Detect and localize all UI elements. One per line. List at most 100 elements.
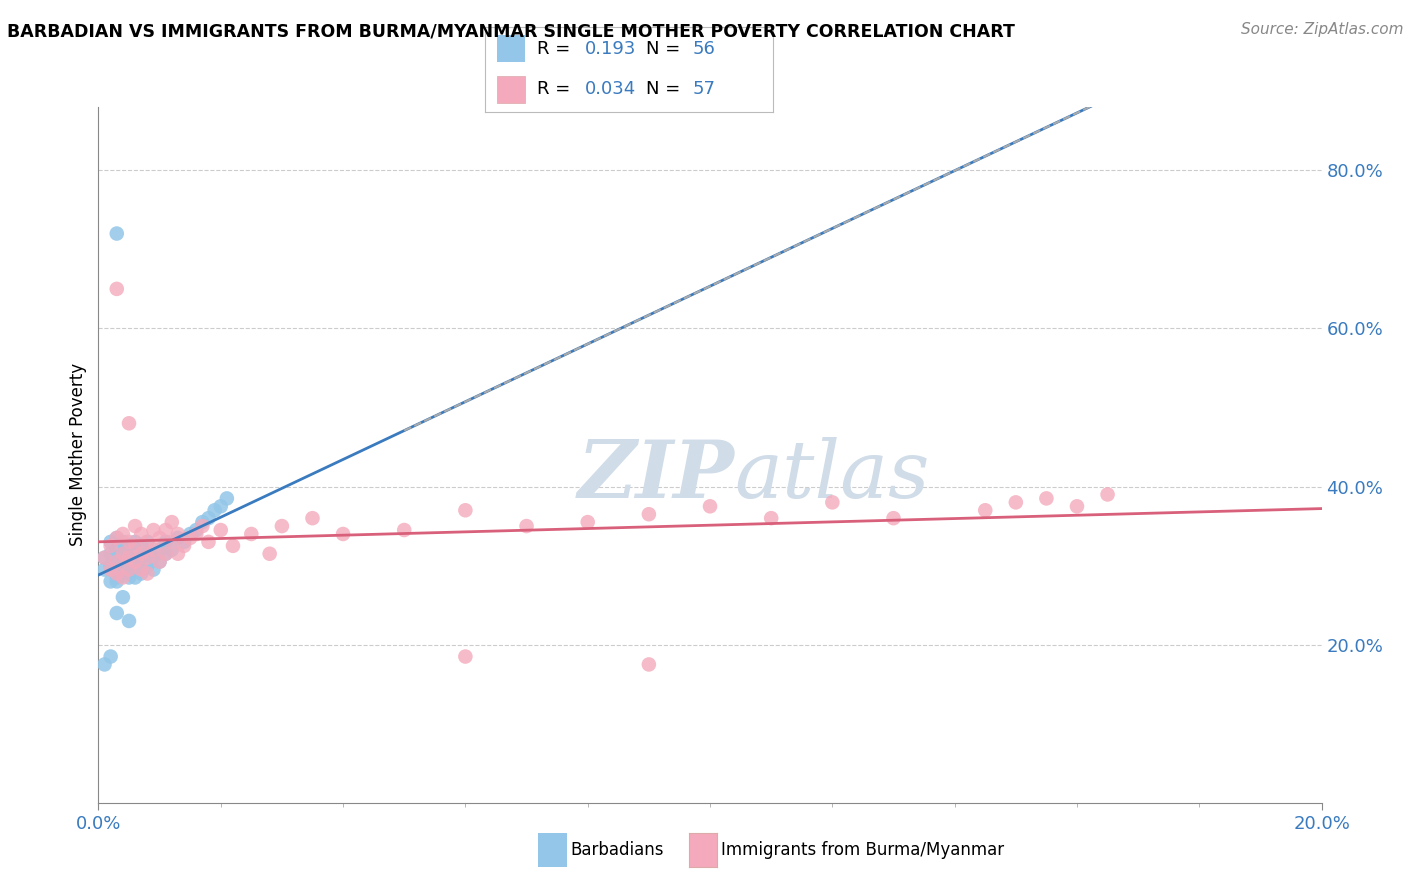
Text: BARBADIAN VS IMMIGRANTS FROM BURMA/MYANMAR SINGLE MOTHER POVERTY CORRELATION CHA: BARBADIAN VS IMMIGRANTS FROM BURMA/MYANM…	[7, 22, 1015, 40]
Point	[186, 523, 208, 537]
Point	[149, 542, 172, 557]
Point	[118, 550, 141, 565]
Bar	[496, 76, 526, 103]
Y-axis label: Single Mother Poverty: Single Mother Poverty	[69, 363, 87, 547]
Point	[637, 657, 661, 672]
Point	[974, 503, 997, 517]
Point	[124, 555, 146, 569]
Point	[209, 523, 232, 537]
Point	[129, 547, 152, 561]
Point	[155, 534, 177, 549]
Point	[129, 563, 152, 577]
Point	[111, 534, 134, 549]
Text: 0.193: 0.193	[585, 40, 636, 58]
Point	[142, 563, 165, 577]
Point	[179, 527, 201, 541]
Point	[191, 519, 214, 533]
Point	[160, 515, 183, 529]
Point	[100, 534, 122, 549]
Point	[124, 570, 146, 584]
Point	[204, 503, 226, 517]
Point	[118, 550, 141, 565]
Point	[100, 558, 122, 573]
Point	[111, 591, 134, 605]
Point	[124, 563, 146, 577]
Point	[167, 531, 190, 545]
Point	[149, 531, 172, 545]
Point	[1066, 500, 1088, 514]
Point	[129, 566, 152, 581]
Point	[118, 417, 141, 431]
Point	[129, 539, 152, 553]
Point	[576, 515, 599, 529]
Point	[118, 558, 141, 573]
Point	[100, 539, 122, 553]
Point	[215, 491, 238, 506]
Point	[160, 534, 183, 549]
Point	[111, 547, 134, 561]
Point	[105, 531, 128, 545]
Point	[155, 523, 177, 537]
Point	[105, 282, 128, 296]
Point	[111, 563, 134, 577]
Text: Source: ZipAtlas.com: Source: ZipAtlas.com	[1240, 22, 1403, 37]
Point	[699, 500, 721, 514]
Point	[111, 547, 134, 561]
Point	[191, 515, 214, 529]
Point	[142, 523, 165, 537]
Point	[136, 566, 159, 581]
Point	[93, 563, 115, 577]
Text: N =: N =	[647, 80, 686, 98]
Point	[93, 550, 115, 565]
Point	[124, 519, 146, 533]
Text: 0.034: 0.034	[585, 80, 636, 98]
Point	[637, 507, 661, 521]
Point	[124, 547, 146, 561]
Text: R =: R =	[537, 80, 576, 98]
Bar	[496, 36, 526, 62]
Point	[173, 539, 195, 553]
Point	[142, 542, 165, 557]
Point	[136, 547, 159, 561]
Text: Immigrants from Burma/Myanmar: Immigrants from Burma/Myanmar	[721, 841, 1004, 859]
Point	[883, 511, 905, 525]
Point	[160, 542, 183, 557]
Point	[100, 563, 122, 577]
Point	[118, 570, 141, 584]
Text: ZIP: ZIP	[578, 437, 734, 515]
Text: atlas: atlas	[734, 437, 929, 515]
Point	[118, 539, 141, 553]
Point	[100, 547, 122, 561]
Point	[392, 523, 416, 537]
Point	[129, 563, 152, 577]
Point	[105, 606, 128, 620]
Point	[1004, 495, 1026, 509]
Point	[105, 227, 128, 241]
Point	[142, 550, 165, 565]
Point	[136, 558, 159, 573]
Point	[149, 555, 172, 569]
Point	[111, 527, 134, 541]
Text: 57: 57	[693, 80, 716, 98]
Point	[167, 547, 190, 561]
Point	[179, 531, 201, 545]
Point	[105, 574, 128, 589]
Point	[100, 649, 122, 664]
Point	[454, 503, 477, 517]
Text: R =: R =	[537, 40, 576, 58]
Point	[186, 527, 208, 541]
Point	[167, 527, 190, 541]
Point	[332, 527, 354, 541]
Point	[129, 527, 152, 541]
Point	[124, 539, 146, 553]
Point	[111, 566, 134, 581]
Point	[105, 555, 128, 569]
Point	[124, 555, 146, 569]
Text: 56: 56	[693, 40, 716, 58]
Point	[105, 542, 128, 557]
Point	[93, 550, 115, 565]
Point	[105, 563, 128, 577]
Point	[105, 555, 128, 569]
Point	[111, 555, 134, 569]
Point	[105, 531, 128, 545]
